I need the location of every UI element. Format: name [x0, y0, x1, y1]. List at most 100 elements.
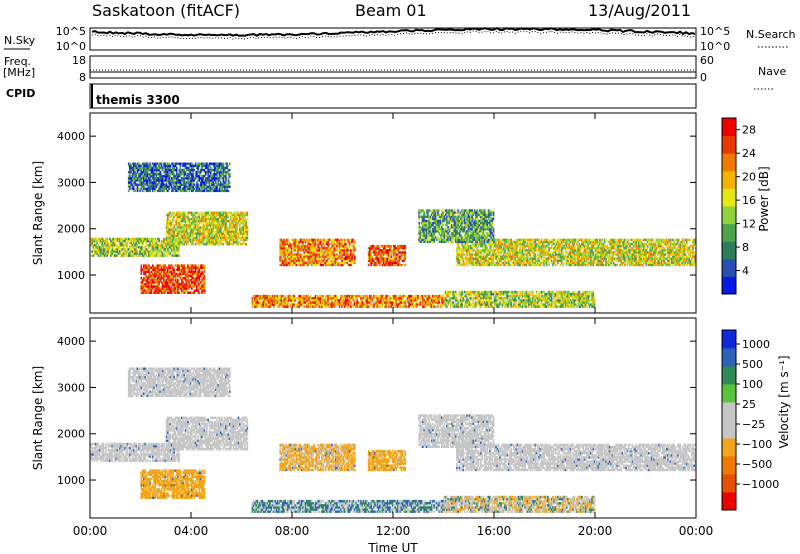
echo-cell	[188, 232, 191, 235]
echo-cell	[202, 285, 205, 288]
echo-cell	[336, 253, 338, 256]
echo-cell	[482, 259, 485, 262]
echo-cell	[241, 215, 244, 219]
echo-cell	[239, 217, 241, 221]
echo-cell	[162, 179, 164, 182]
echo-cell	[292, 301, 294, 304]
echo-cell	[333, 297, 336, 300]
echo-cell	[526, 255, 529, 258]
echo-cell	[489, 242, 491, 246]
echo-cell	[505, 253, 508, 256]
echo-cell	[341, 257, 343, 260]
echo-cell	[540, 249, 543, 252]
echo-cell	[463, 253, 466, 256]
echo-cell	[168, 240, 170, 244]
echo-cell	[314, 301, 317, 304]
echo-cell	[173, 226, 175, 229]
echo-cell	[163, 268, 165, 272]
echo-cell	[138, 168, 140, 172]
echo-cell	[530, 261, 533, 265]
echo-cell	[183, 238, 186, 242]
echo-cell	[179, 287, 182, 290]
echo-cell	[461, 242, 463, 246]
echo-cell	[216, 164, 218, 168]
echo-cell	[482, 261, 485, 265]
echo-cell	[169, 238, 172, 242]
echo-cell	[173, 274, 175, 278]
echo-cell	[346, 249, 348, 252]
echo-cell	[340, 299, 342, 302]
echo-cell	[434, 294, 437, 298]
echo-cell	[193, 177, 196, 180]
echo-cell	[91, 250, 93, 253]
echo-cell	[232, 215, 235, 219]
echo-cell	[156, 237, 159, 241]
echo-cell	[340, 249, 342, 252]
echo-cell	[209, 185, 212, 188]
echo-cell	[395, 294, 398, 298]
echo-cell	[164, 279, 167, 282]
echo-cell	[480, 249, 482, 252]
echo-cell	[150, 270, 153, 274]
echo-cell	[204, 228, 207, 231]
echo-cell	[154, 173, 157, 176]
echo-cell	[269, 303, 271, 306]
echo-cell	[228, 224, 231, 227]
echo-cell	[343, 257, 346, 260]
echo-cell	[220, 164, 222, 168]
echo-cell	[221, 162, 223, 165]
echo-cell	[216, 177, 218, 180]
echo-cell	[168, 250, 170, 253]
echo-cell	[242, 236, 245, 240]
echo-cell	[193, 283, 196, 286]
echo-cell	[317, 257, 319, 260]
echo-cell	[108, 248, 111, 251]
echo-cell	[259, 294, 261, 298]
echo-cell	[343, 261, 346, 265]
freq-label: Freq.	[4, 55, 31, 68]
echo-cell	[369, 251, 371, 254]
echo-cell	[208, 183, 211, 186]
echo-cell	[342, 257, 345, 260]
echo-cell	[201, 279, 203, 282]
echo-cell	[204, 179, 207, 182]
echo-cell	[295, 238, 298, 242]
echo-cell	[143, 173, 145, 176]
echo-cell	[518, 238, 520, 242]
echo-cell	[432, 294, 434, 298]
echo-cell	[215, 217, 217, 221]
echo-cell	[150, 185, 153, 188]
echo-cell	[292, 294, 294, 298]
echo-cell	[295, 240, 298, 244]
echo-cell	[239, 236, 241, 240]
echo-cell	[382, 257, 385, 260]
echo-cell	[144, 173, 146, 176]
echo-cell	[151, 237, 154, 241]
echo-cell	[179, 230, 182, 233]
echo-cell	[302, 294, 304, 298]
echo-cell	[100, 254, 102, 257]
echo-cell	[177, 283, 179, 286]
echo-cell	[209, 175, 212, 178]
echo-cell	[235, 224, 237, 227]
echo-cell	[350, 303, 352, 306]
echo-cell	[144, 239, 146, 243]
echo-cell	[212, 236, 215, 240]
echo-cell	[183, 285, 186, 288]
echo-cell	[399, 255, 401, 258]
echo-cell	[324, 263, 327, 267]
echo-cell	[437, 297, 439, 300]
echo-cell	[313, 297, 316, 300]
echo-cell	[263, 303, 265, 306]
echo-cell	[516, 251, 519, 254]
echo-cell	[185, 242, 188, 246]
echo-cell	[102, 248, 105, 251]
echo-cell	[222, 217, 225, 221]
echo-cell	[235, 213, 237, 217]
echo-cell	[192, 234, 194, 237]
echo-cell	[227, 168, 230, 172]
echo-cell	[535, 263, 538, 267]
echo-cell	[107, 241, 110, 245]
echo-cell	[189, 226, 192, 229]
echo-cell	[477, 261, 480, 265]
